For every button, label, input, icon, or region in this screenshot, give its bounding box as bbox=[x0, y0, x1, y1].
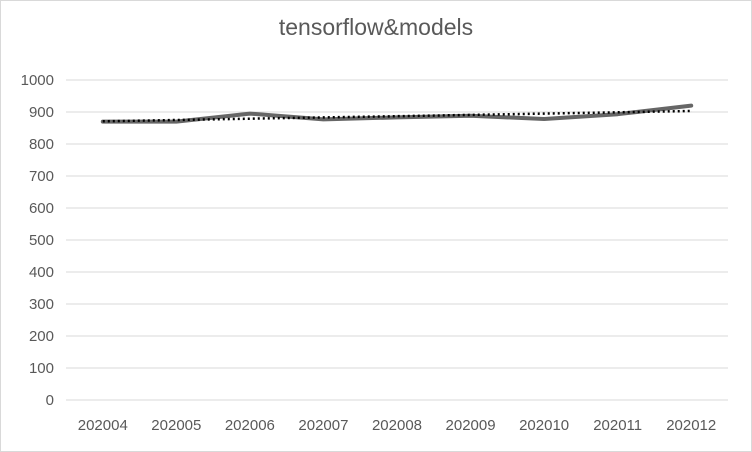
y-axis-ticks: 0 100 200 300 400 500 600 700 800 900 1000 bbox=[21, 72, 54, 409]
y-tick-label: 900 bbox=[29, 104, 54, 121]
x-tick-label: 202007 bbox=[298, 417, 348, 434]
x-tick-label: 202008 bbox=[372, 417, 422, 434]
series-lines bbox=[100, 103, 694, 124]
y-tick-label: 1000 bbox=[21, 72, 54, 89]
y-tick-label: 600 bbox=[29, 200, 54, 217]
x-axis-ticks: 202004 202005 202006 202007 202008 202009 2020… bbox=[78, 417, 717, 434]
y-tick-label: 700 bbox=[29, 168, 54, 185]
y-tick-label: 500 bbox=[29, 232, 54, 249]
y-tick-label: 300 bbox=[29, 296, 54, 313]
y-tick-label: 800 bbox=[29, 136, 54, 153]
x-tick-label: 202011 bbox=[593, 417, 642, 434]
y-tick-label: 100 bbox=[29, 360, 54, 377]
x-tick-label: 202012 bbox=[666, 417, 716, 434]
chart-title: tensorflow&models bbox=[278, 14, 474, 40]
x-tick-label: 202009 bbox=[446, 417, 496, 434]
x-tick-label: 202004 bbox=[78, 417, 128, 434]
x-tick-label: 202006 bbox=[225, 417, 275, 434]
trendline-dotted bbox=[102, 109, 692, 123]
y-tick-label: 200 bbox=[29, 328, 54, 345]
x-tick-label: 202010 bbox=[519, 417, 569, 434]
y-tick-label: 400 bbox=[29, 264, 54, 281]
gridlines bbox=[66, 79, 728, 401]
x-tick-label: 202005 bbox=[151, 417, 201, 434]
y-tick-label: 0 bbox=[46, 392, 54, 409]
